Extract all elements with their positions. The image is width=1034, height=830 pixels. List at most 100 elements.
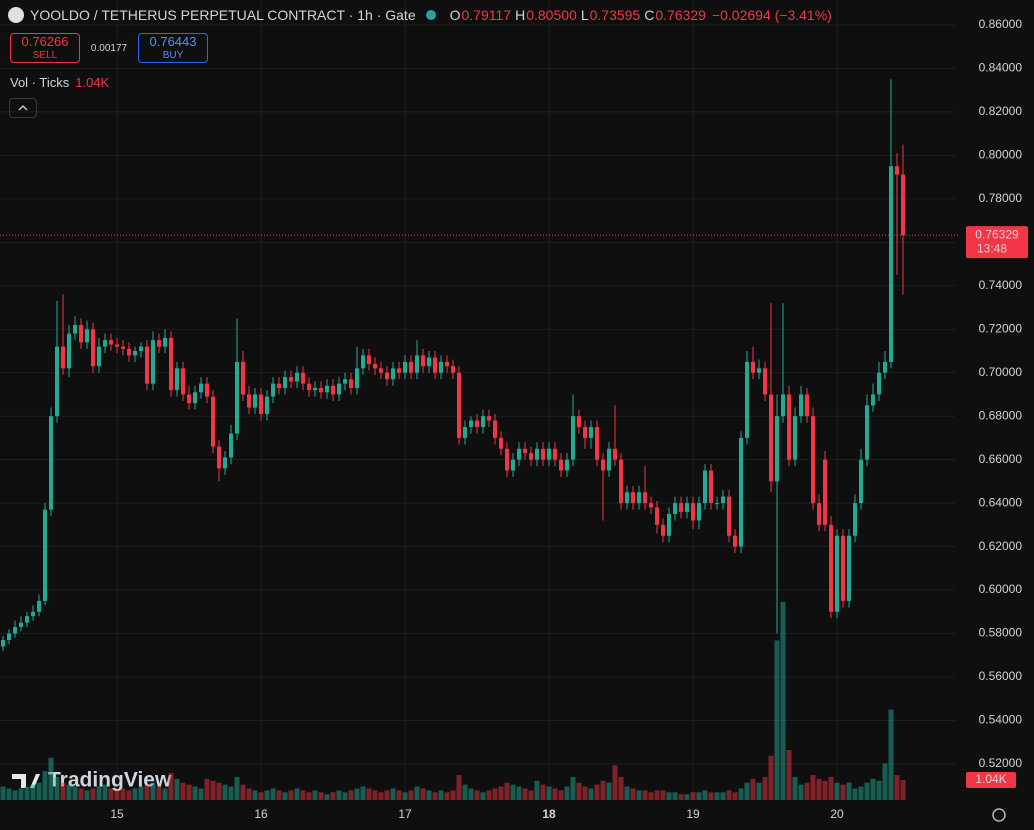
ohlc-value: 0.80500 (526, 7, 577, 23)
candle-body (841, 535, 845, 601)
candle-body (721, 496, 725, 504)
candle-body (829, 524, 833, 612)
market-status (425, 10, 436, 20)
volume-bar (330, 792, 336, 800)
volume-bar (504, 782, 510, 800)
volume-bar (84, 790, 90, 800)
candle-body (235, 361, 239, 434)
volume-bar (876, 780, 882, 800)
candle-body (55, 346, 59, 417)
volume-bar (144, 784, 150, 800)
volume-bar (588, 788, 594, 800)
candle-body (745, 361, 749, 438)
candle-body (847, 535, 851, 601)
candle-body (661, 524, 665, 536)
volume-bar (372, 790, 378, 800)
volume-bar (462, 784, 468, 800)
volume-bar (510, 784, 516, 800)
volume-bar (534, 780, 540, 800)
candle-body (709, 470, 713, 504)
candle-body (409, 361, 413, 373)
volume-bar (276, 790, 282, 800)
candle-body (883, 361, 887, 373)
candle-body (811, 416, 815, 504)
volume-bar (852, 788, 858, 800)
candle-body (655, 507, 659, 525)
volume-bar (846, 782, 852, 800)
candle-body (97, 346, 101, 367)
candle-body (637, 492, 641, 504)
candle-body (463, 427, 467, 438)
volume-bar (498, 786, 504, 800)
candle-body (547, 448, 551, 460)
candle-body (643, 492, 647, 504)
volume-bar (12, 790, 18, 800)
volume-tag-label: 1.04K (975, 772, 1006, 786)
trade-panel: 0.76266 SELL 0.00177 0.76443 BUY (10, 33, 208, 63)
candle-body (553, 448, 557, 460)
volume-bar (396, 790, 402, 800)
sell-button[interactable]: 0.76266 SELL (10, 33, 80, 63)
y-tick-label: 0.72000 (979, 321, 1023, 335)
last-price-label: 0.76329 (975, 227, 1019, 241)
volume-bar (204, 778, 210, 800)
change: −0.02694 (−3.41%) (711, 7, 832, 23)
volume-bar (606, 782, 612, 800)
candle-body (313, 387, 317, 391)
volume-bar (822, 780, 828, 800)
volume-bar (36, 782, 42, 800)
x-tick-label: 18 (542, 807, 556, 821)
volume-bar (618, 776, 624, 800)
candle-body (391, 368, 395, 380)
volume-bar (6, 788, 12, 800)
countdown: 13:48 (977, 241, 1007, 255)
candle-body (337, 383, 341, 395)
volume-bar (414, 786, 420, 800)
candle-body (901, 174, 905, 236)
volume-bar (492, 788, 498, 800)
volume-bar (642, 790, 648, 800)
candle-body (355, 368, 359, 388)
buy-button[interactable]: 0.76443 BUY (138, 33, 208, 63)
spread: 0.00177 (90, 42, 128, 54)
volume-bar (624, 786, 630, 800)
candle-body (727, 496, 731, 536)
volume-bar (792, 776, 798, 800)
candle-body (139, 346, 143, 351)
volume-bar (768, 755, 774, 800)
candle-body (517, 448, 521, 460)
candle-body (697, 503, 701, 521)
candle-body (121, 346, 125, 349)
candle-body (649, 503, 653, 508)
candle-body (157, 340, 161, 347)
volume-bar (24, 786, 30, 800)
y-tick-label: 0.74000 (979, 278, 1023, 292)
volume-bar (300, 790, 306, 800)
candle-body (229, 433, 233, 458)
candle-body (559, 459, 563, 471)
volume-bar (672, 792, 678, 800)
candle-body (217, 446, 221, 469)
volume-bar (474, 790, 480, 800)
volume-bar (456, 775, 462, 800)
volume-bar (804, 782, 810, 800)
collapse-button[interactable] (9, 98, 37, 118)
volume-bar (786, 750, 792, 800)
volume-bar (774, 640, 780, 800)
volume-bar (390, 788, 396, 800)
volume-bar (594, 784, 600, 800)
volume-bar (288, 790, 294, 800)
volume-bar (432, 792, 438, 800)
candle-body (289, 377, 293, 382)
volume-bar (480, 792, 486, 800)
volume-bar (258, 792, 264, 800)
candle-body (505, 448, 509, 471)
settings-icon[interactable] (992, 808, 1006, 822)
candle-body (613, 448, 617, 460)
x-tick-label: 20 (830, 807, 844, 821)
sell-label: SELL (32, 50, 58, 61)
candle-body (385, 372, 389, 380)
volume-bar (66, 784, 72, 800)
candle-body (475, 420, 479, 428)
candle-body (595, 427, 599, 460)
